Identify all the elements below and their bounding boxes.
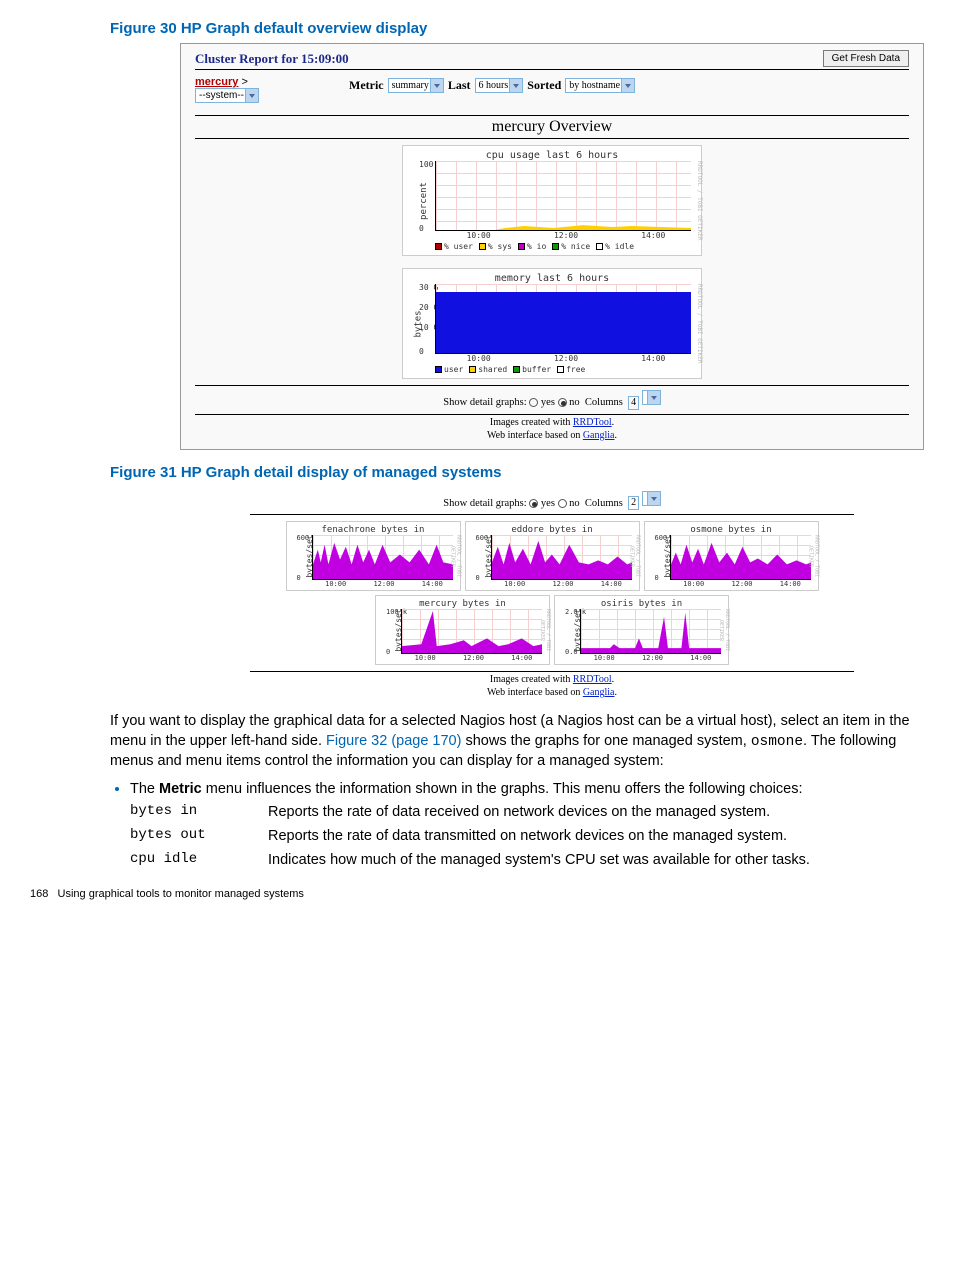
detail-graph[interactable]: mercury bytes inbytes/sec100 k010:0012:0… (375, 595, 550, 665)
figure31-box: Show detail graphs: yes no Columns 2 fen… (250, 487, 854, 699)
fig31-columns-select[interactable] (642, 491, 661, 506)
cluster-link[interactable]: mercury (195, 76, 238, 88)
last-label: Last (448, 78, 471, 93)
mem-graph-title: memory last 6 hours (407, 273, 697, 284)
fig31-detail-control: Show detail graphs: yes no Columns 2 (250, 487, 854, 516)
cpu-graph-title: cpu usage last 6 hours (407, 150, 697, 161)
fig31-no-radio[interactable] (558, 499, 567, 508)
detail-graph[interactable]: osiris bytes inbytes/sec2.0 k0.010:0012:… (554, 595, 729, 665)
metric-term: bytes in (130, 803, 250, 823)
body-paragraph: If you want to display the graphical dat… (110, 712, 924, 772)
overview-title: mercury Overview (195, 115, 909, 139)
mem-graph: memory last 6 hours bytes 30 G 20 G 10 G… (402, 268, 702, 379)
cpu-graph: cpu usage last 6 hours percent 100 0 10:… (402, 145, 702, 256)
detail-no-radio[interactable] (558, 398, 567, 407)
sorted-select[interactable]: by hostname (565, 78, 635, 93)
rrdtool-credit: Images created with RRDTool. (195, 417, 909, 428)
figure30-caption: Figure 30 HP Graph default overview disp… (110, 20, 924, 37)
detail-graphs-control: Show detail graphs: yes no Columns 4 (195, 385, 909, 415)
metric-desc: Reports the rate of data transmitted on … (268, 827, 787, 847)
columns-input[interactable]: 4 (628, 396, 639, 410)
cpu-ylabel: percent (419, 182, 429, 220)
figure32-link[interactable]: Figure 32 (page 170) (326, 733, 461, 749)
system-select[interactable]: --system-- (195, 88, 259, 103)
fig31-ganglia-link[interactable]: Ganglia (583, 687, 615, 698)
ganglia-link[interactable]: Ganglia (583, 430, 615, 441)
metric-label: Metric (349, 78, 384, 93)
metric-controls: Metric summary Last 6 hours Sorted by ho… (349, 78, 635, 93)
metric-select[interactable]: summary (388, 78, 444, 93)
ganglia-credit: Web interface based on Ganglia. (195, 430, 909, 441)
get-fresh-data-button[interactable]: Get Fresh Data (823, 50, 909, 67)
detail-graph[interactable]: osmone bytes inbytes/sec600010:0012:0014… (644, 521, 819, 591)
rrdtool-link[interactable]: RRDTool (573, 417, 612, 428)
metric-term: bytes out (130, 827, 250, 847)
detail-graph[interactable]: fenachrone bytes inbytes/sec600010:0012:… (286, 521, 461, 591)
figure31-caption: Figure 31 HP Graph detail display of man… (110, 464, 924, 481)
detail-graph[interactable]: eddore bytes inbytes/sec600010:0012:0014… (465, 521, 640, 591)
sorted-label: Sorted (527, 78, 561, 93)
fig31-columns-input[interactable]: 2 (628, 496, 639, 510)
metric-menu-desc: The Metric menu influences the informati… (130, 780, 924, 800)
page-footer: 168 Using graphical tools to monitor man… (30, 888, 924, 900)
columns-select[interactable] (642, 390, 661, 405)
fig31-ganglia-credit: Web interface based on Ganglia. (250, 687, 854, 698)
cluster-report-title: Cluster Report for 15:09:00 (195, 51, 349, 67)
fig31-rrdtool-credit: Images created with RRDTool. (250, 674, 854, 685)
fig31-rrdtool-link[interactable]: RRDTool (573, 674, 612, 685)
fig31-yes-radio[interactable] (529, 499, 538, 508)
metric-desc: Indicates how much of the managed system… (268, 851, 810, 871)
metric-desc: Reports the rate of data received on net… (268, 803, 770, 823)
detail-yes-radio[interactable] (529, 398, 538, 407)
metric-term: cpu idle (130, 851, 250, 871)
figure30-box: Cluster Report for 15:09:00 Get Fresh Da… (180, 43, 924, 450)
last-select[interactable]: 6 hours (475, 78, 524, 93)
